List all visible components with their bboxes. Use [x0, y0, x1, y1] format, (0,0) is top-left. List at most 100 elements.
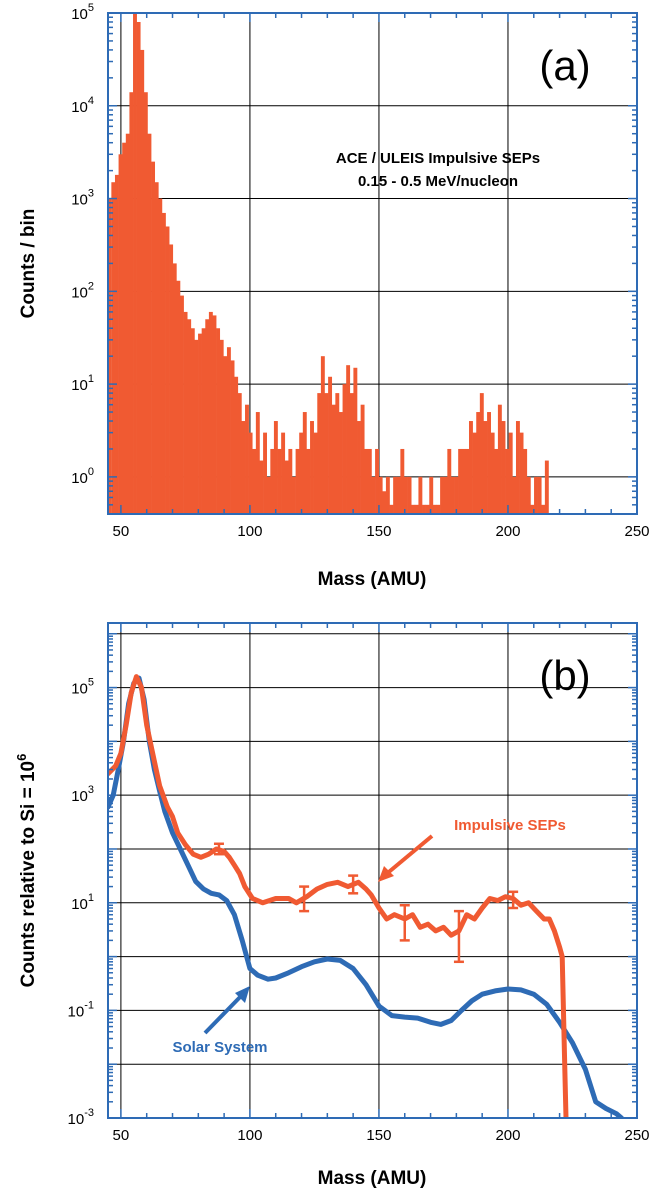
histogram-bar — [299, 432, 304, 514]
histogram-bar — [403, 476, 408, 514]
histogram-bar — [371, 476, 376, 514]
y-tick-label: 103 — [71, 188, 94, 209]
histogram-bar — [201, 328, 206, 514]
histogram-bar — [320, 356, 325, 514]
histogram-bar — [295, 448, 300, 514]
histogram-bar — [190, 328, 195, 514]
histogram-bar — [349, 393, 354, 514]
y-tick-label: 100 — [71, 466, 94, 487]
histogram-bar — [479, 393, 484, 514]
histogram-bar — [385, 476, 390, 514]
y-tick-label: 105 — [71, 677, 94, 698]
x-tick-label: 200 — [495, 523, 520, 540]
histogram-bar — [219, 339, 224, 514]
histogram-bar — [111, 182, 116, 514]
histogram-bar — [324, 393, 329, 514]
histogram-bar — [512, 476, 517, 514]
histogram-bar — [176, 280, 181, 514]
histogram-bar — [465, 448, 470, 514]
histogram-bar — [194, 339, 199, 514]
histogram-bar — [306, 448, 311, 514]
x-tick-label: 200 — [495, 1127, 520, 1144]
histogram-bar — [335, 393, 340, 514]
histogram-bar — [205, 319, 210, 514]
solar-system-arrowhead — [235, 986, 250, 1003]
x-axis-label: Mass (AMU) — [318, 569, 427, 590]
histogram-bar — [367, 448, 372, 514]
histogram-bar — [212, 315, 217, 514]
panel-a: 50 100 150 200 250 100 101 102 103 104 105 Mass (AM… — [18, 2, 650, 590]
impulsive-seps-annotation: Impulsive SEPs — [454, 817, 566, 834]
histogram-bar — [530, 504, 535, 514]
histogram-bar — [440, 476, 445, 514]
histogram-bar — [342, 384, 347, 514]
histogram-bar — [187, 319, 192, 514]
histogram-bar — [378, 476, 383, 514]
histogram-bar — [263, 432, 267, 514]
histogram-bar — [302, 412, 307, 514]
histogram-bar — [122, 142, 127, 514]
histogram-bar — [364, 448, 369, 514]
histogram-bar — [382, 491, 387, 514]
histogram-bar — [494, 448, 499, 514]
histogram-bar — [523, 448, 528, 514]
x-tick-label: 250 — [624, 523, 649, 540]
histogram-bar — [544, 460, 549, 514]
bars — [108, 13, 549, 514]
histogram-bar — [346, 365, 351, 514]
histogram-bar — [273, 421, 278, 514]
histogram-bar — [226, 347, 231, 514]
y-tick-label: 103 — [71, 784, 94, 805]
impulsive-seps-arrow — [382, 834, 434, 878]
histogram-bar — [461, 448, 466, 514]
y-tick-label: 101 — [71, 892, 94, 913]
histogram-bar — [118, 154, 123, 514]
histogram-bar — [313, 432, 318, 514]
histogram-bar — [179, 295, 184, 514]
histogram-bar — [443, 476, 448, 514]
histogram-bar — [281, 432, 286, 514]
histogram-bar — [136, 21, 141, 514]
histogram-bar — [143, 92, 148, 514]
x-tick-label: 50 — [113, 1127, 130, 1144]
histogram-bar — [472, 432, 477, 514]
x-tick-label: 100 — [237, 523, 262, 540]
x-tick-label: 50 — [113, 523, 130, 540]
histogram-bar — [288, 448, 293, 514]
histogram-bar — [447, 448, 452, 514]
histogram-bar — [172, 263, 177, 514]
histogram-bar — [389, 504, 394, 514]
y-axis-label: Counts relative to Si = 106 — [14, 754, 39, 988]
histogram-bar — [317, 393, 322, 514]
histogram-bar — [241, 421, 246, 514]
solar-system-arrow — [203, 991, 246, 1035]
histogram-bar — [515, 421, 520, 514]
x-tick-label: 250 — [624, 1127, 649, 1144]
histogram-bar — [508, 432, 513, 514]
histogram-bar — [425, 504, 430, 514]
histogram-bar — [400, 448, 405, 514]
histogram-bar — [450, 476, 455, 514]
histogram-bar — [270, 448, 275, 514]
histogram-bar — [353, 367, 358, 514]
histogram-bar — [277, 448, 282, 514]
histogram-bar — [338, 412, 343, 514]
histogram-bar — [436, 504, 441, 514]
histogram-bar — [357, 421, 361, 514]
histogram-bar — [487, 412, 491, 514]
histogram-bar — [469, 421, 473, 514]
x-axis-label: Mass (AMU) — [318, 1168, 427, 1189]
histogram-bar — [483, 421, 488, 514]
histogram-bar — [169, 244, 174, 514]
y-tick-label: 102 — [71, 280, 94, 301]
energy-range-label: 0.15 - 0.5 MeV/nucleon — [358, 173, 518, 190]
histogram-bar — [208, 311, 213, 514]
impulsive-seps-arrowhead — [378, 866, 394, 882]
y-tick-label: 104 — [71, 95, 94, 116]
histogram-bar — [133, 13, 137, 514]
histogram-bar — [165, 226, 170, 514]
histogram-bar — [140, 49, 145, 514]
histogram-bar — [259, 460, 264, 514]
histogram-bar — [158, 198, 163, 514]
histogram-bar — [129, 92, 134, 514]
